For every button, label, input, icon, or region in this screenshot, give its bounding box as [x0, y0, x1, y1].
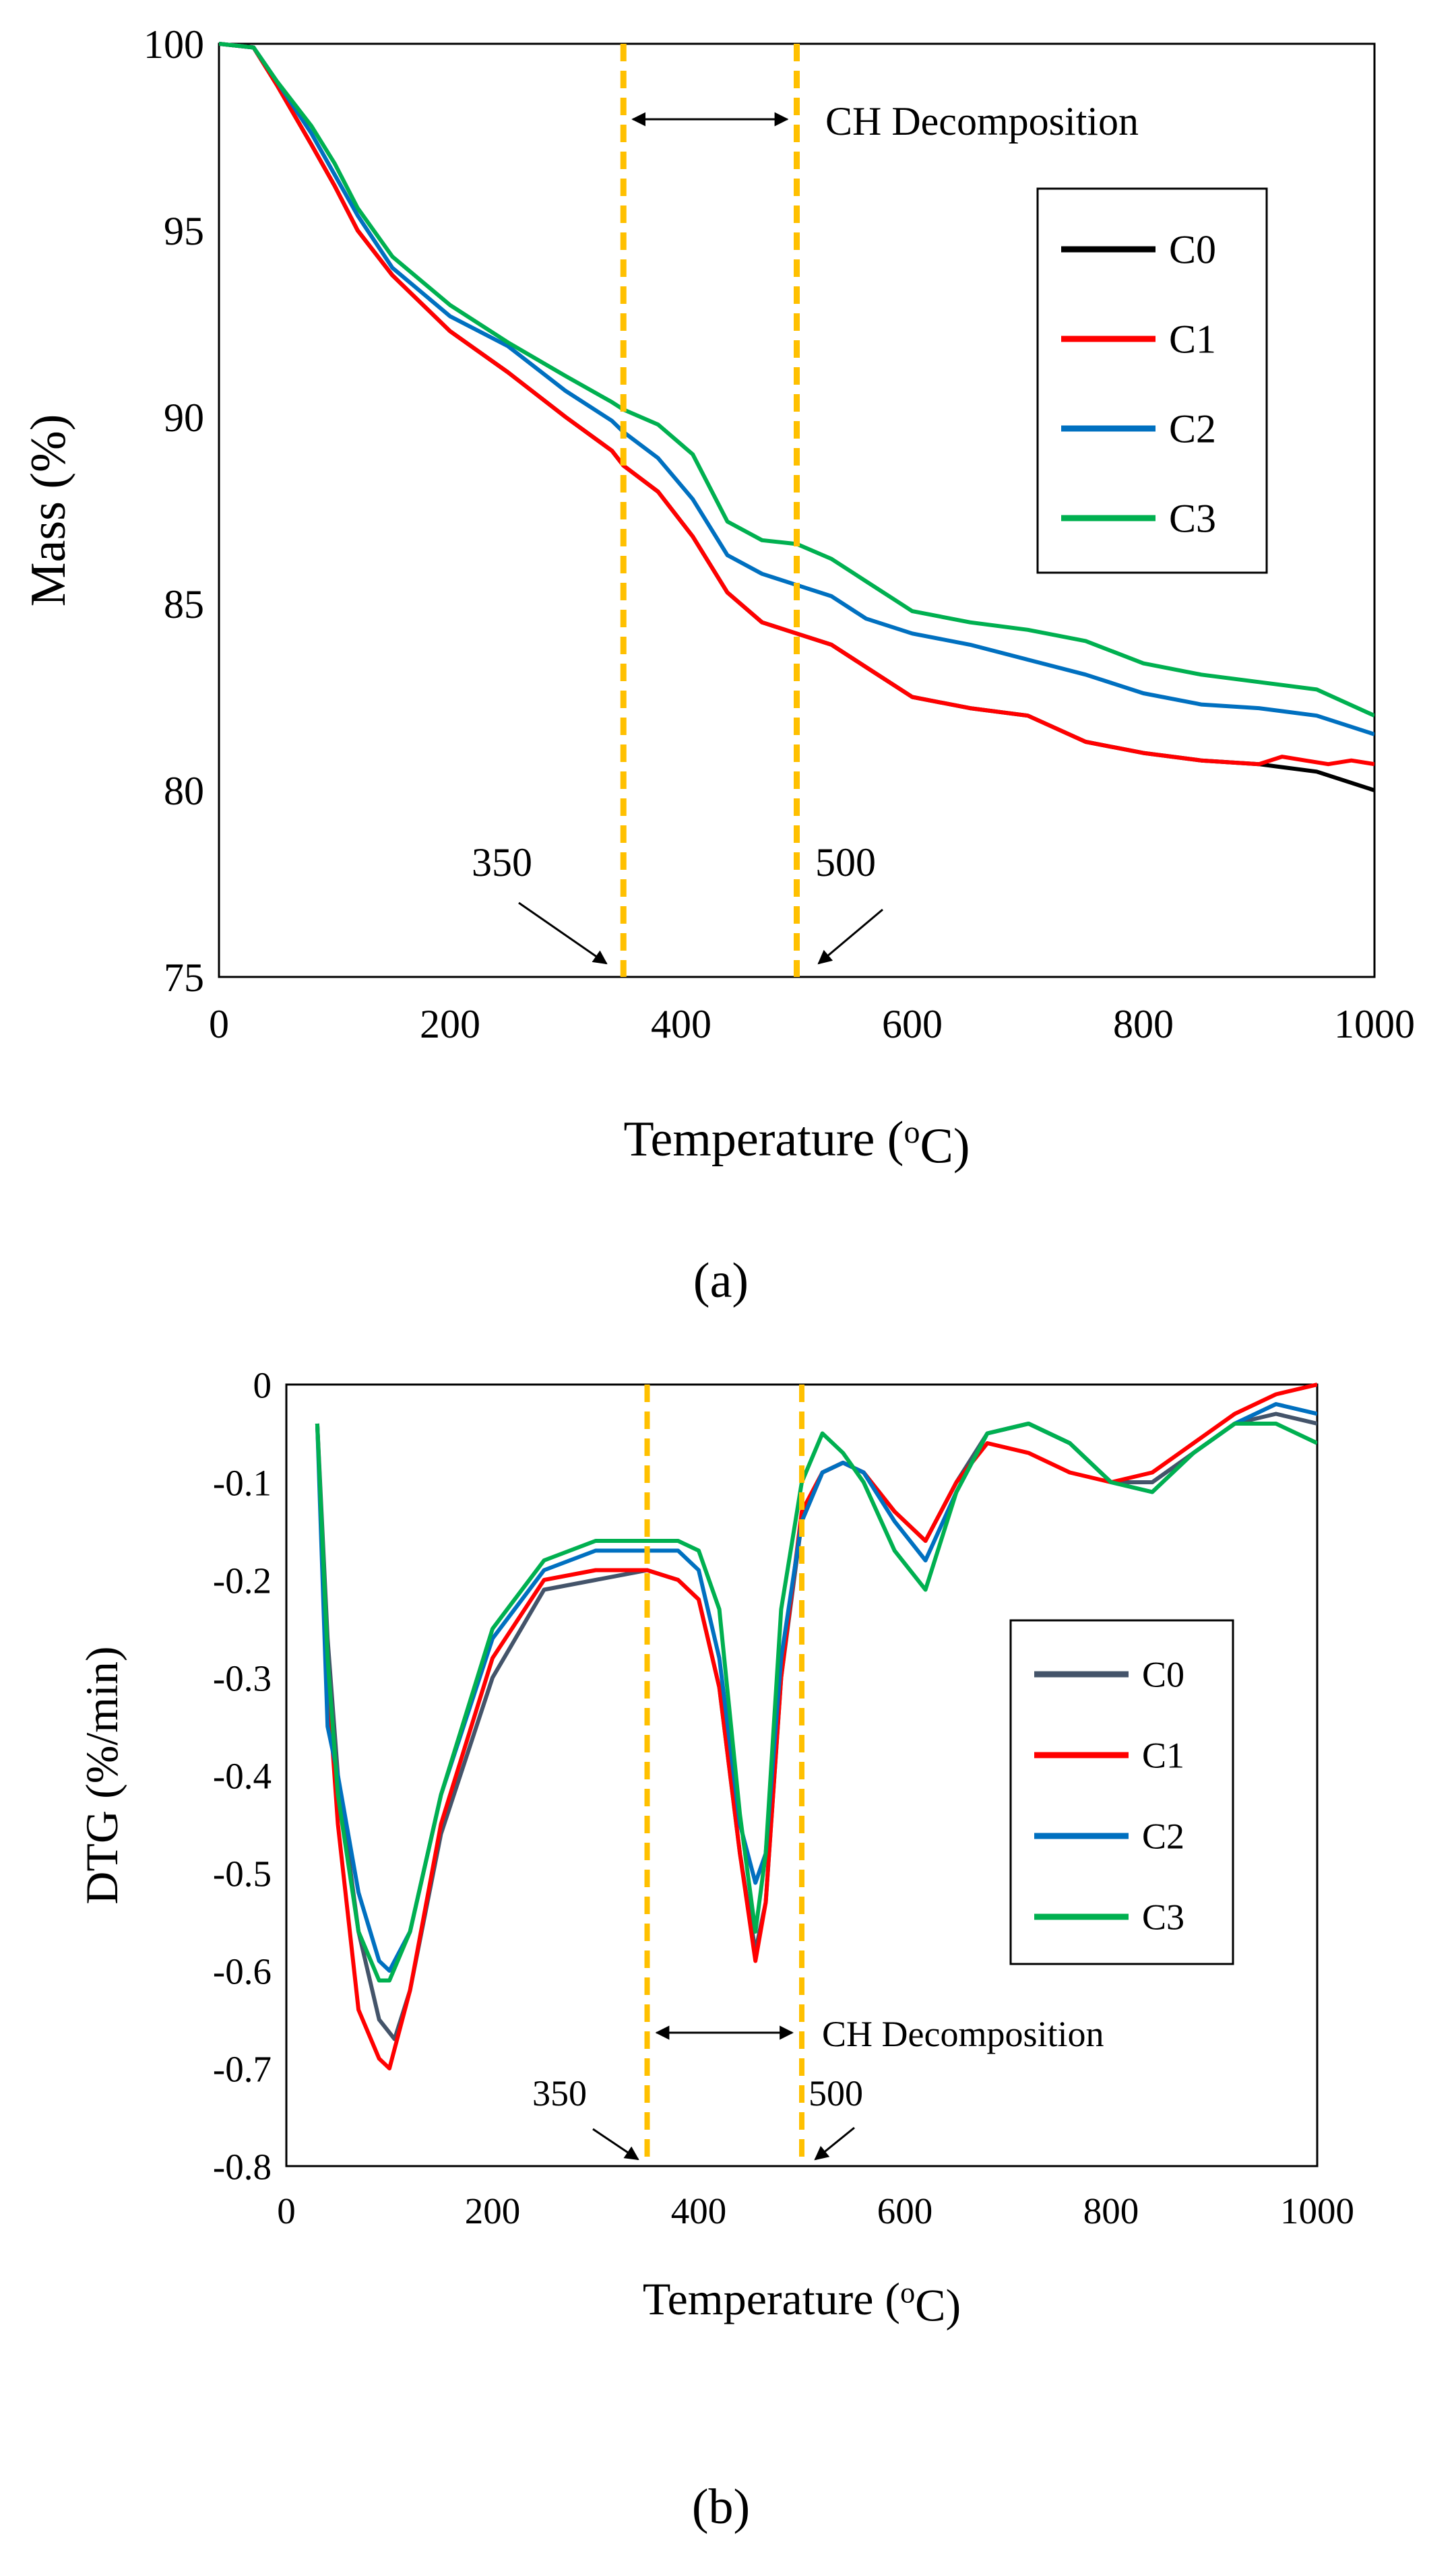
y-tick-label: -0.4: [213, 1755, 272, 1796]
y-axis-label: DTG (%/min): [76, 1646, 127, 1904]
y-tick-label: 85: [164, 582, 204, 627]
unit-rest: C): [920, 1118, 970, 1174]
annotation-left-arrow: [518, 901, 608, 965]
band-label: CH Decomposition: [825, 99, 1139, 144]
band-label: CH Decomposition: [822, 2014, 1104, 2054]
series-line-c3: [219, 42, 1374, 718]
degree-sup: o: [904, 1114, 920, 1150]
legend-label-c1: C1: [1169, 317, 1216, 361]
annotation-right-arrow: [814, 2126, 855, 2161]
series-line-c1: [315, 1383, 1317, 2070]
annotation-right: 500: [815, 840, 876, 885]
annotation-left: 350: [532, 2073, 587, 2114]
y-tick-label: -0.1: [213, 1462, 272, 1503]
x-tick-label: 400: [651, 1002, 711, 1046]
y-tick-label: 90: [164, 395, 204, 440]
legend-label-c2: C2: [1142, 1816, 1184, 1856]
y-tick-label: 100: [144, 22, 204, 67]
series-group: [219, 42, 1374, 792]
legend-label-c2: C2: [1169, 406, 1216, 451]
y-tick-label: -0.6: [213, 1950, 272, 1992]
legend-label-c1: C1: [1142, 1735, 1184, 1775]
legend: C0 C1 C2 C3: [1036, 187, 1268, 574]
x-tick-label: 1000: [1334, 1002, 1415, 1046]
series-line-c2: [219, 42, 1374, 736]
degree-sup: o: [900, 2276, 915, 2309]
x-tick-label: 400: [671, 2190, 727, 2231]
series-group: [315, 1383, 1317, 2070]
series-line-c1: [219, 42, 1374, 767]
legend: C0 C1 C2 C3: [1009, 1619, 1234, 1965]
label-b: (b): [692, 2479, 750, 2535]
legend-box: [1009, 1619, 1234, 1965]
y-tick-label: 80: [164, 769, 204, 813]
unit-rest: C): [915, 2280, 961, 2331]
annotation-right-arrow: [817, 908, 883, 965]
legend-label-c0: C0: [1169, 227, 1216, 272]
x-tick-label: 200: [465, 2190, 521, 2231]
y-tick-label: -0.8: [213, 2146, 272, 2187]
y-axis-label: Mass (%): [21, 414, 76, 607]
x-tick-label: 200: [420, 1002, 480, 1046]
y-tick-label: 75: [164, 955, 204, 1000]
annotation-left: 350: [472, 840, 532, 885]
chart-b: 0-0.1-0.2-0.3-0.4-0.5-0.6-0.7-0.80 200 400…: [76, 1364, 1354, 2330]
legend-label-c0: C0: [1142, 1654, 1184, 1694]
x-tick-label: 600: [877, 2190, 933, 2231]
x-tick-label: 0: [209, 1002, 229, 1046]
y-tick-label: 95: [164, 209, 204, 253]
y-tick-label: -0.2: [213, 1560, 272, 1601]
y-tick-label: 0: [253, 1364, 272, 1405]
x-tick-label: 600: [882, 1002, 943, 1046]
x-tick-label: 1000: [1280, 2190, 1354, 2231]
x-tick-label: 800: [1083, 2190, 1139, 2231]
x-axis-label: Temperature (oC): [643, 2273, 961, 2331]
series-line-c3: [315, 1422, 1317, 1983]
x-axis-label: Temperature (oC): [623, 1112, 970, 1174]
y-tick-label: -0.7: [213, 2048, 272, 2089]
y-tick-label: -0.3: [213, 1657, 272, 1699]
y-tick-label: -0.5: [213, 1853, 272, 1894]
annotation-right: 500: [809, 2073, 863, 2114]
annotation-left-arrow: [592, 2128, 639, 2161]
legend-label-c3: C3: [1169, 496, 1216, 540]
legend-box: [1036, 187, 1268, 574]
legend-label-c3: C3: [1142, 1897, 1184, 1937]
label-a: (a): [693, 1253, 749, 1308]
x-tick-label: 0: [277, 2190, 296, 2231]
x-tick-label: 800: [1113, 1002, 1174, 1046]
